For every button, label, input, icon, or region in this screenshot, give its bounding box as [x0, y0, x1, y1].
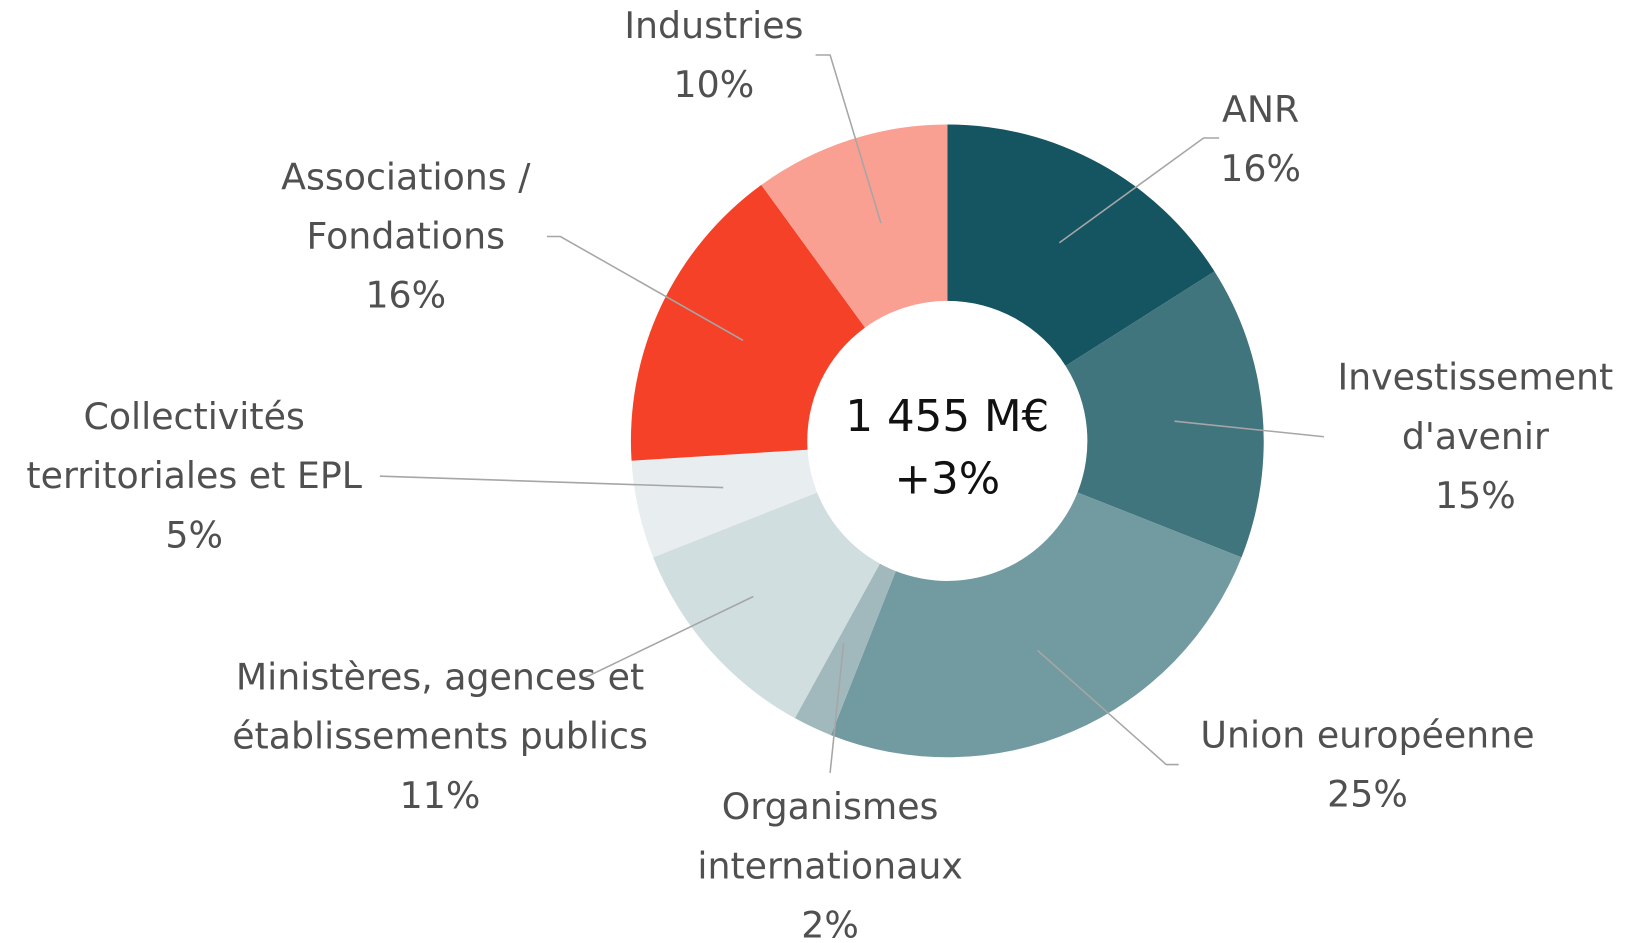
donut-slice: [830, 492, 1242, 758]
donut-slice: [630, 184, 866, 461]
leader-line: [815, 54, 882, 224]
slice-value-label: 16%: [1220, 147, 1301, 190]
slice-value-label: 11%: [400, 774, 481, 817]
slice-label: Organismes internationaux: [697, 785, 962, 887]
donut-slice: [794, 563, 896, 736]
slice-value-label: 16%: [365, 274, 446, 317]
slice-label: Ministères, agences et établissements pub…: [232, 655, 648, 757]
donut-slice: [947, 124, 1215, 366]
leader-line: [546, 235, 744, 341]
slice-label: Collectivités territoriales et EPL: [26, 395, 362, 497]
slice-label: Investissement d'avenir: [1337, 356, 1613, 458]
slice-value-label: 5%: [165, 513, 223, 556]
donut-slice: [1065, 271, 1264, 558]
leader-line: [580, 595, 754, 681]
leader-line: [1037, 649, 1179, 766]
donut-slice: [631, 449, 818, 558]
slice-label: Industries: [624, 4, 803, 47]
slice-value-label: 10%: [674, 63, 755, 106]
leader-line: [1174, 420, 1324, 438]
donut-slice: [761, 124, 948, 328]
leader-line: [829, 643, 845, 773]
center-change: +3%: [895, 454, 1001, 504]
slice-label: Union européenne: [1200, 714, 1534, 757]
slice-label: ANR: [1222, 88, 1299, 131]
donut-slice: [653, 492, 880, 719]
slice-value-label: 25%: [1327, 773, 1408, 816]
slice-value-label: 15%: [1435, 474, 1516, 517]
slice-label: Associations / Fondations: [281, 155, 531, 257]
slice-value-label: 2%: [801, 903, 859, 943]
center-total: 1 455 M€: [845, 392, 1049, 442]
leader-line: [379, 475, 724, 489]
leader-line: [1058, 137, 1220, 244]
